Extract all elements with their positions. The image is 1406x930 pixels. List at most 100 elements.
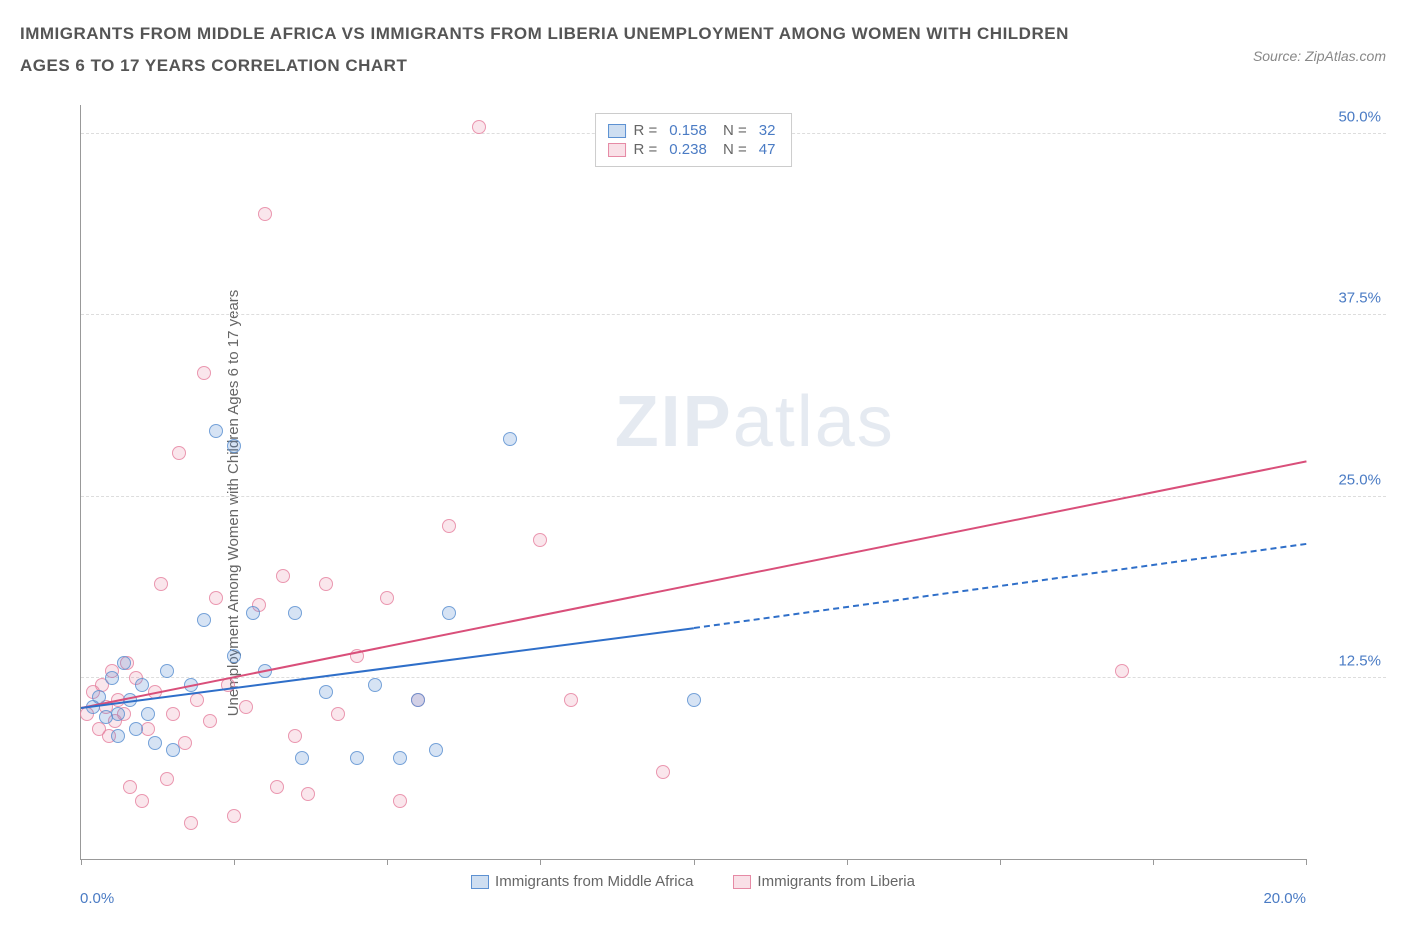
data-point — [111, 729, 125, 743]
data-point — [135, 678, 149, 692]
data-point — [178, 736, 192, 750]
data-point — [129, 722, 143, 736]
data-point — [141, 722, 155, 736]
legend-r-value-2: 0.238 — [669, 141, 707, 158]
y-tick-label: 25.0% — [1338, 471, 1381, 488]
x-tick — [81, 859, 82, 865]
correlation-legend: R = 0.158 N = 32 R = 0.238 N = 47 — [595, 113, 793, 167]
data-point — [319, 685, 333, 699]
data-point — [123, 780, 137, 794]
data-point — [160, 772, 174, 786]
data-point — [503, 432, 517, 446]
x-tick — [847, 859, 848, 865]
data-point — [166, 743, 180, 757]
data-point — [190, 693, 204, 707]
data-point — [160, 664, 174, 678]
data-point — [209, 424, 223, 438]
legend-row-series-1: R = 0.158 N = 32 — [608, 122, 780, 139]
data-point — [393, 751, 407, 765]
data-point — [442, 606, 456, 620]
legend-row-series-2: R = 0.238 N = 47 — [608, 141, 780, 158]
data-point — [301, 787, 315, 801]
x-tick — [1153, 859, 1154, 865]
data-point — [148, 736, 162, 750]
data-point — [533, 533, 547, 547]
data-point — [350, 751, 364, 765]
data-point — [295, 751, 309, 765]
data-point — [564, 693, 578, 707]
legend-item-series-2: Immigrants from Liberia — [733, 873, 915, 890]
y-tick-label: 37.5% — [1338, 290, 1381, 307]
legend-item-series-1: Immigrants from Middle Africa — [471, 873, 693, 890]
data-point — [117, 656, 131, 670]
trendline — [693, 543, 1306, 629]
source-attribution: Source: ZipAtlas.com — [1253, 48, 1386, 64]
x-tick — [387, 859, 388, 865]
legend-label-1: Immigrants from Middle Africa — [495, 873, 693, 890]
data-point — [429, 743, 443, 757]
legend-r-value-1: 0.158 — [669, 122, 707, 139]
data-point — [656, 765, 670, 779]
data-point — [239, 700, 253, 714]
x-tick — [1000, 859, 1001, 865]
data-point — [227, 439, 241, 453]
legend-label-2: Immigrants from Liberia — [757, 873, 915, 890]
data-point — [141, 707, 155, 721]
data-point — [172, 446, 186, 460]
data-point — [166, 707, 180, 721]
legend-r-label: R = — [634, 141, 658, 158]
data-point — [276, 569, 290, 583]
data-point — [203, 714, 217, 728]
gridline — [81, 314, 1386, 315]
y-tick-label: 12.5% — [1338, 652, 1381, 669]
data-point — [154, 577, 168, 591]
data-point — [197, 613, 211, 627]
x-tick — [694, 859, 695, 865]
data-point — [368, 678, 382, 692]
legend-swatch-pink — [733, 875, 751, 889]
legend-r-label: R = — [634, 122, 658, 139]
legend-n-value-2: 47 — [759, 141, 776, 158]
data-point — [258, 207, 272, 221]
legend-swatch-pink — [608, 143, 626, 157]
x-axis-max: 20.0% — [1263, 890, 1306, 907]
chart-container: Unemployment Among Women with Children A… — [50, 105, 1386, 900]
data-point — [227, 809, 241, 823]
data-point — [411, 693, 425, 707]
plot-area: ZIPatlas R = 0.158 N = 32 R = 0.238 N = … — [80, 105, 1306, 860]
data-point — [105, 671, 119, 685]
data-point — [442, 519, 456, 533]
legend-swatch-blue — [608, 124, 626, 138]
chart-title: IMMIGRANTS FROM MIDDLE AFRICA VS IMMIGRA… — [20, 18, 1080, 83]
data-point — [687, 693, 701, 707]
data-point — [270, 780, 284, 794]
x-tick — [1306, 859, 1307, 865]
series-legend: Immigrants from Middle Africa Immigrants… — [80, 873, 1306, 890]
y-tick-label: 50.0% — [1338, 109, 1381, 126]
data-point — [135, 794, 149, 808]
data-point — [380, 591, 394, 605]
data-point — [288, 729, 302, 743]
data-point — [319, 577, 333, 591]
legend-swatch-blue — [471, 875, 489, 889]
data-point — [331, 707, 345, 721]
data-point — [227, 649, 241, 663]
data-point — [184, 816, 198, 830]
data-point — [472, 120, 486, 134]
legend-n-value-1: 32 — [759, 122, 776, 139]
data-point — [246, 606, 260, 620]
gridline — [81, 677, 1386, 678]
gridline — [81, 496, 1386, 497]
legend-n-label: N = — [719, 122, 747, 139]
x-axis-min: 0.0% — [80, 890, 114, 907]
data-point — [111, 707, 125, 721]
watermark: ZIPatlas — [615, 381, 895, 463]
data-point — [288, 606, 302, 620]
x-tick — [540, 859, 541, 865]
data-point — [1115, 664, 1129, 678]
legend-n-label: N = — [719, 141, 747, 158]
data-point — [393, 794, 407, 808]
x-tick — [234, 859, 235, 865]
data-point — [209, 591, 223, 605]
data-point — [197, 366, 211, 380]
